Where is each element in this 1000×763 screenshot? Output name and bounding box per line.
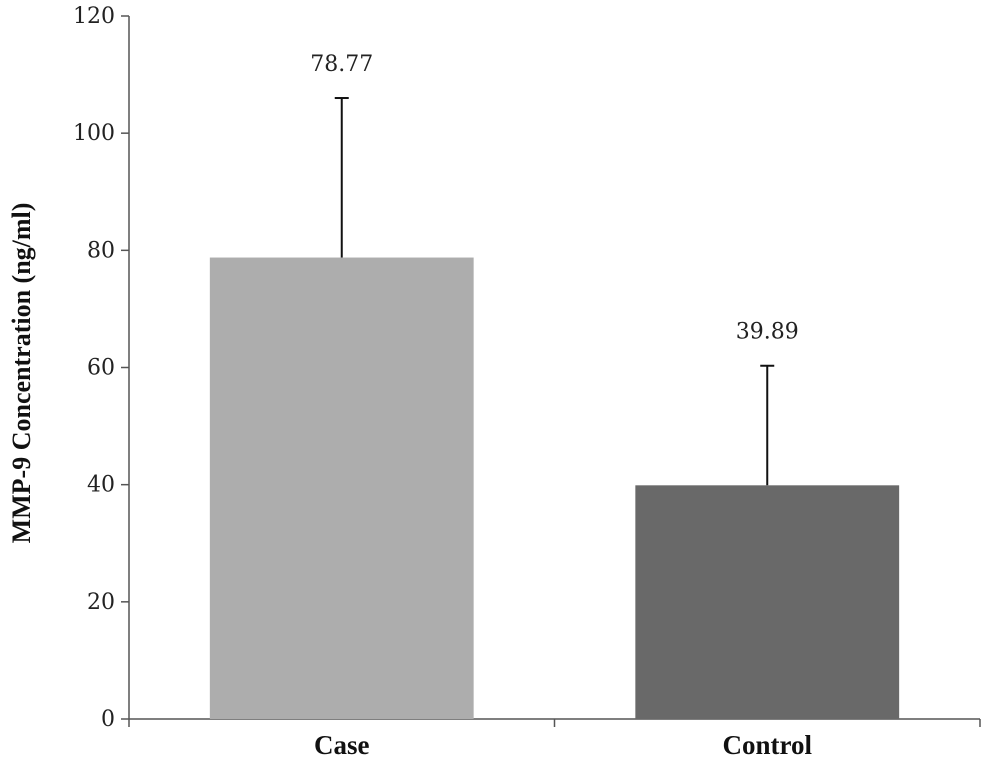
bar-control	[635, 485, 900, 719]
y-axis-title: MMP-9 Concentration (ng/ml)	[7, 203, 36, 544]
x-tick-label: Control	[722, 730, 812, 760]
y-tick-label: 120	[73, 4, 115, 29]
y-tick-label: 80	[87, 238, 115, 263]
error-bars	[334, 97, 775, 486]
y-axis: 0 20 40 60 80 100 120	[73, 4, 130, 732]
y-tick-label: 20	[87, 590, 115, 615]
data-label: 39.89	[736, 320, 799, 345]
y-tick-label: 100	[73, 121, 115, 146]
bar-case	[209, 257, 474, 719]
x-tick-label: Case	[314, 730, 370, 760]
x-axis: Case Control	[128, 718, 981, 760]
bars	[209, 257, 900, 719]
y-tick-label: 60	[87, 356, 115, 381]
y-tick-label: 0	[101, 707, 115, 732]
y-tick-label: 40	[87, 473, 115, 498]
data-labels: 78.77 39.89	[310, 52, 798, 345]
data-label: 78.77	[310, 52, 373, 77]
